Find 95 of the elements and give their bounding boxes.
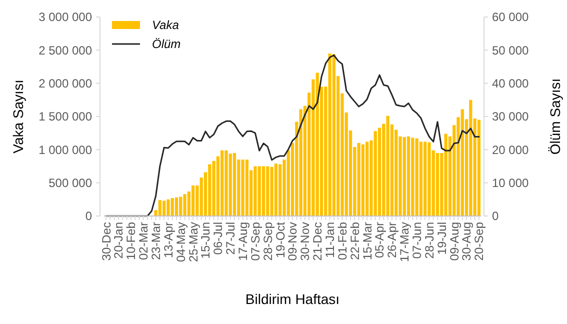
bar [460, 109, 464, 216]
y2-tick-label: 50 000 [492, 43, 530, 58]
bar [170, 198, 174, 216]
y2-tick-label: 60 000 [492, 10, 530, 24]
bar [419, 142, 422, 216]
bar [406, 136, 410, 216]
line-series [105, 54, 480, 217]
bar [332, 54, 336, 216]
y-tick-label: 1 500 000 [38, 110, 92, 124]
bar [274, 164, 278, 216]
bar [415, 138, 418, 216]
bar [212, 160, 216, 216]
x-tick-label: 15-Mar [360, 222, 374, 260]
x-tick-label: 17-Aug [236, 222, 250, 261]
y2-tick-label: 0 [492, 209, 499, 224]
y2-tick-label: 30 000 [492, 110, 530, 124]
legend-label: Vaka [152, 18, 180, 32]
bar [224, 150, 228, 216]
x-tick-label: 09-Nov [286, 222, 300, 261]
x-tick-label: 01-Feb [335, 222, 350, 260]
x-axis-title: Bildirim Haftası [245, 291, 340, 307]
bar [469, 100, 472, 216]
x-tick-label: 15-Jun [198, 222, 213, 259]
x-tick-label: 28-Jun [422, 222, 436, 259]
bar [386, 116, 390, 216]
bar [411, 138, 414, 216]
bar [158, 200, 162, 216]
legend-label: Ölüm [152, 37, 181, 52]
bar [477, 120, 480, 216]
bar [179, 196, 182, 216]
x-tick-label: 21-Dec [310, 222, 325, 261]
bar [374, 131, 377, 216]
x-tick-label: 20-Sep [472, 222, 486, 261]
bar [436, 152, 440, 216]
bar [192, 185, 195, 216]
x-tick-label: 19-Jul [434, 222, 449, 255]
x-tick-label: 09-Aug [447, 222, 462, 261]
x-tick-label: 17-May [398, 222, 412, 262]
bar [361, 144, 364, 216]
x-tick-label: 30-Nov [298, 222, 312, 261]
bar [254, 166, 257, 216]
x-tick-label: 23-Mar [148, 222, 163, 260]
x-tick-label: 30-Aug [460, 222, 474, 261]
bar [245, 160, 248, 216]
x-tick-label: 10-Feb [124, 222, 138, 260]
y2-tick-label: 40 000 [492, 76, 530, 91]
bar [424, 142, 427, 216]
y-tick-label: 3 000 000 [38, 10, 92, 24]
bar [241, 160, 244, 216]
x-tick-label: 28-Sep [260, 222, 275, 261]
bar [166, 199, 170, 216]
bar [266, 166, 270, 216]
y-tick-label: 500 000 [48, 176, 92, 190]
x-tick-label: 20-Jan [112, 222, 126, 259]
bar [258, 166, 261, 216]
bar [174, 197, 178, 216]
x-tick-label: 04-May [174, 222, 188, 262]
bar [208, 164, 212, 216]
y-axis-title: Vaka Sayısı [10, 80, 26, 154]
bar [378, 128, 382, 216]
x-tick-label: 22-Feb [348, 222, 362, 260]
bar [328, 53, 332, 216]
bar [220, 150, 224, 216]
bar [428, 142, 431, 216]
bar [402, 137, 406, 216]
y-tick-label: 1 000 000 [38, 142, 92, 157]
x-tick-label: 26-Apr [385, 222, 400, 258]
x-tick-label: 07-Sep [248, 222, 262, 261]
bar [262, 166, 266, 216]
bar [270, 166, 274, 216]
bar [162, 200, 166, 216]
x-tick-label: 02-Mar [136, 222, 151, 260]
bar [183, 194, 186, 216]
x-tick-label: 06-Jul [211, 222, 226, 255]
bar [232, 152, 236, 216]
y-tick-label: 0 [85, 209, 92, 224]
bar [444, 134, 448, 216]
bar [299, 109, 302, 216]
x-tick-label: 05-Apr [372, 222, 387, 258]
x-tick-label: 13-Apr [161, 222, 176, 258]
y2-tick-label: 20 000 [492, 142, 530, 157]
y2-axis-title: Ölüm Sayısı [546, 78, 563, 155]
x-tick-label: 11-Jan [322, 222, 337, 258]
y-tick-label: 2 000 000 [38, 76, 92, 91]
bar [357, 143, 360, 216]
y-tick-label: 2 500 000 [38, 43, 92, 58]
x-tick-label: 19-Oct [273, 221, 288, 258]
x-tick-label: 07-Jun [410, 222, 424, 259]
y2-tick-label: 10 000 [492, 176, 530, 190]
x-tick-label: 25-May [186, 222, 200, 262]
bar [228, 154, 232, 216]
x-tick-label: 30-Dec [99, 222, 114, 261]
bar [316, 72, 319, 216]
bar [366, 142, 369, 216]
x-tick-label: 27-Jul [224, 222, 238, 255]
